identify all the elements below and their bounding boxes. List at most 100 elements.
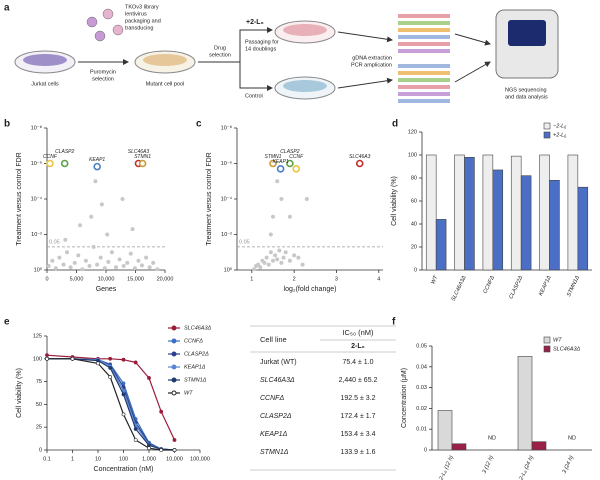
x-tick-label: 100,000: [190, 456, 210, 462]
point: [159, 409, 164, 414]
point: [78, 223, 83, 228]
schematic: [14, 8, 559, 103]
diagram-text: Mutant cell pool: [146, 81, 185, 87]
diagram-text: packaging and: [125, 18, 161, 24]
point: [287, 258, 292, 263]
y-tick-label: 0.02: [416, 406, 427, 412]
legend-label: −2-L₆: [553, 123, 567, 129]
point: [287, 214, 292, 219]
table-cell: 75.4 ± 1.0: [342, 359, 373, 366]
x-tick-label: 2-L₆ (24 h): [518, 455, 535, 480]
point: [57, 255, 62, 260]
point: [63, 237, 68, 242]
point: [270, 214, 275, 219]
point: [120, 197, 125, 201]
y-tick-label: 25: [36, 425, 42, 431]
table-header: IC₅₀ (nM): [342, 328, 374, 337]
y-axis-label: Cell viability (%): [16, 368, 23, 418]
y-tick-label: 10⁻⁶: [31, 160, 42, 167]
point: [279, 197, 284, 201]
point: [87, 264, 92, 269]
panel-label: c: [196, 119, 202, 130]
y-tick-label: 10⁻⁸: [31, 124, 42, 131]
y-tick-label: 20: [411, 244, 417, 250]
bar: [492, 169, 504, 271]
panel-label: a: [4, 3, 10, 14]
bar: [517, 356, 533, 451]
sequence-reads: [398, 14, 450, 103]
point: [273, 253, 278, 258]
diagram-text: lentivirus: [125, 11, 147, 17]
y-tick-label: 10⁻⁸: [221, 124, 232, 131]
point: [132, 266, 137, 271]
panel-label: f: [392, 317, 396, 328]
point: [121, 412, 126, 417]
point: [147, 376, 151, 380]
point: [108, 366, 113, 370]
y-tick-label: 75: [36, 379, 42, 385]
point: [70, 356, 75, 361]
legend-marker: [171, 390, 177, 396]
point: [172, 438, 177, 442]
x-tick-label: 3: [335, 276, 338, 282]
bar: [451, 443, 467, 451]
x-tick-label: CCNFΔ: [483, 275, 497, 295]
y-tick-label: 0: [414, 267, 417, 273]
diagram-text: gDNA extraction: [352, 55, 392, 61]
point: [105, 232, 110, 237]
table-cell: CCNFΔ: [260, 395, 284, 402]
x-tick-label: CLASP2Δ: [508, 275, 524, 300]
highlight-label: SLC46A3: [128, 149, 150, 155]
threshold-label: 0.05: [49, 239, 60, 245]
series-line: [47, 358, 175, 451]
y-tick-label: 10⁻²: [31, 232, 42, 238]
bar: [437, 410, 453, 451]
panel-label: d: [392, 119, 398, 130]
point: [147, 265, 152, 270]
x-tick-label: 1: [71, 456, 74, 462]
diagram-text: selection: [209, 52, 231, 58]
virus: [102, 8, 114, 20]
bar: [567, 154, 579, 271]
virus: [94, 30, 106, 42]
highlight-label: STMN1: [264, 154, 281, 160]
diagram-text: Drug: [214, 45, 226, 51]
legend-swatch: [543, 131, 551, 139]
point: [108, 375, 113, 379]
highlight-point: [292, 165, 301, 173]
bar: [531, 441, 547, 451]
legend-marker: [171, 377, 177, 383]
table-cell: STMN1Δ: [260, 449, 289, 456]
legend-marker: [171, 364, 177, 370]
series-line: [47, 358, 175, 451]
y-tick-label: 0: [39, 447, 42, 453]
table-cell: KEAP1Δ: [260, 431, 288, 438]
highlight-point: [286, 159, 294, 168]
y-axis-label: Treatment versus control FDR: [206, 152, 213, 246]
y-tick-label: 10⁰: [224, 266, 233, 273]
y-tick-label: 125: [33, 333, 42, 339]
legend-marker: [171, 325, 177, 331]
point: [136, 258, 141, 263]
point: [121, 264, 126, 269]
point: [264, 255, 269, 260]
x-tick-label: 100: [119, 456, 128, 462]
point: [65, 250, 70, 255]
x-tick-label: KEAP1Δ: [538, 275, 553, 297]
y-tick-label: 50: [36, 402, 42, 408]
table-cell: SLC46A3Δ: [260, 377, 295, 384]
arrow: [337, 77, 393, 89]
point: [106, 259, 111, 264]
point: [125, 260, 130, 265]
legend-swatch: [543, 122, 551, 130]
y-tick-label: 80: [411, 175, 417, 181]
legend-label: SLC46A3Δ: [184, 325, 212, 331]
point: [262, 260, 267, 265]
point: [109, 250, 114, 255]
point: [114, 265, 119, 270]
point: [121, 357, 126, 362]
point: [147, 446, 151, 451]
series-line: [47, 358, 175, 451]
highlight-point: [60, 159, 69, 168]
